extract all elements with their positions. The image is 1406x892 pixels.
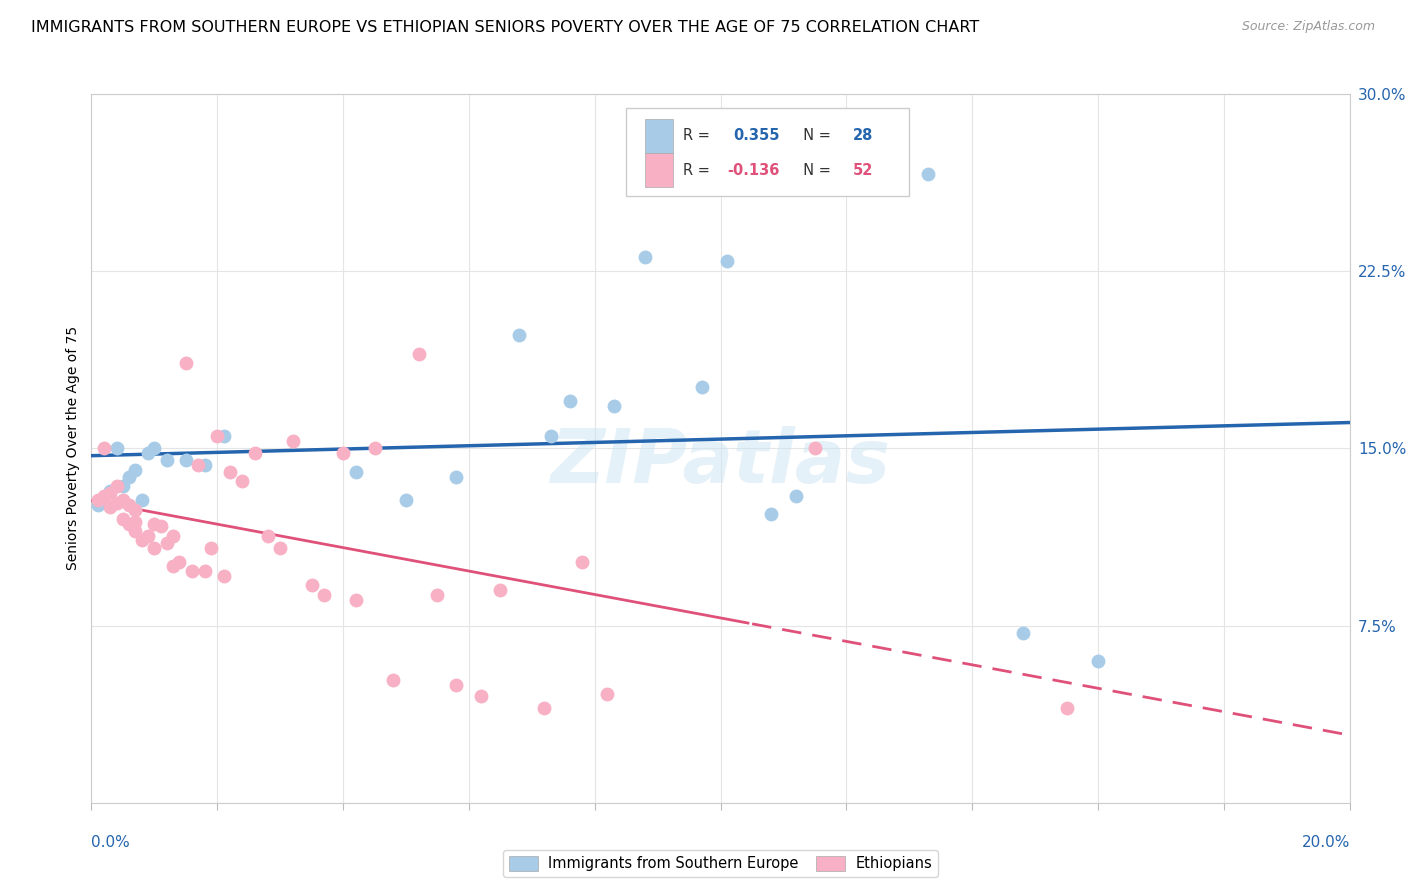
Point [162, 559, 184, 574]
Point [118, 498, 141, 512]
Text: N =: N = [793, 128, 835, 144]
Point [489, 583, 512, 598]
Point [314, 588, 336, 602]
Point [1087, 654, 1109, 668]
Text: 0.355: 0.355 [733, 128, 780, 144]
Text: -0.136: -0.136 [727, 162, 779, 178]
Point [111, 479, 134, 493]
Point [231, 475, 253, 489]
Point [98, 486, 121, 500]
Point [105, 442, 128, 455]
Point [269, 541, 291, 555]
Point [558, 393, 581, 408]
FancyBboxPatch shape [645, 153, 672, 187]
Point [917, 167, 939, 181]
Point [93, 489, 115, 503]
Point [143, 442, 166, 455]
Point [533, 701, 555, 715]
Point [162, 529, 184, 543]
Point [194, 564, 217, 578]
Point [105, 479, 128, 493]
FancyBboxPatch shape [626, 108, 910, 196]
Point [143, 516, 166, 531]
Point [690, 380, 713, 394]
Point [634, 250, 657, 264]
Text: N =: N = [793, 162, 835, 178]
Point [540, 429, 562, 443]
Point [596, 687, 619, 701]
Point [98, 483, 121, 498]
Point [105, 495, 128, 509]
Point [281, 434, 304, 449]
Point [395, 493, 418, 508]
Point [508, 327, 530, 342]
Point [426, 588, 449, 602]
Point [243, 446, 266, 460]
Text: R =: R = [683, 162, 714, 178]
Point [194, 458, 217, 472]
Point [156, 535, 179, 549]
Point [149, 519, 172, 533]
Point [205, 429, 228, 443]
Point [470, 690, 492, 704]
Point [212, 569, 235, 583]
Point [124, 524, 146, 538]
Point [111, 512, 134, 526]
Point [408, 346, 430, 360]
Point [187, 458, 209, 472]
Point [143, 541, 166, 555]
FancyBboxPatch shape [645, 119, 672, 153]
Point [98, 500, 121, 515]
Text: 52: 52 [852, 162, 873, 178]
Y-axis label: Seniors Poverty Over the Age of 75: Seniors Poverty Over the Age of 75 [66, 326, 80, 570]
Point [804, 442, 827, 455]
Text: R =: R = [683, 128, 718, 144]
Point [301, 578, 323, 592]
Point [256, 529, 278, 543]
Point [124, 502, 146, 516]
Point [86, 493, 108, 508]
Point [174, 453, 197, 467]
Point [136, 529, 159, 543]
Point [332, 446, 354, 460]
Point [363, 442, 385, 455]
Point [169, 555, 191, 569]
Point [118, 469, 141, 483]
Point [785, 489, 807, 503]
Point [344, 465, 367, 479]
Text: IMMIGRANTS FROM SOUTHERN EUROPE VS ETHIOPIAN SENIORS POVERTY OVER THE AGE OF 75 : IMMIGRANTS FROM SOUTHERN EUROPE VS ETHIO… [31, 20, 979, 35]
Point [1011, 625, 1033, 640]
Point [131, 533, 153, 548]
Point [136, 446, 159, 460]
Point [1056, 701, 1078, 715]
Point [716, 254, 738, 268]
Point [446, 469, 468, 483]
Text: 0.0%: 0.0% [91, 835, 131, 850]
Point [212, 429, 235, 443]
Text: 28: 28 [852, 128, 873, 144]
Point [131, 493, 153, 508]
Point [86, 498, 108, 512]
Legend: Immigrants from Southern Europe, Ethiopians: Immigrants from Southern Europe, Ethiopi… [503, 850, 938, 877]
Point [124, 515, 146, 529]
Point [571, 555, 593, 569]
Point [382, 673, 405, 687]
Point [446, 678, 468, 692]
Point [200, 541, 222, 555]
Point [602, 399, 624, 413]
Point [118, 516, 141, 531]
Point [174, 356, 197, 370]
Point [218, 465, 240, 479]
Point [181, 564, 204, 578]
Point [124, 462, 146, 476]
Text: 20.0%: 20.0% [1302, 835, 1350, 850]
Point [344, 592, 367, 607]
Point [111, 493, 134, 508]
Point [93, 442, 115, 455]
Point [156, 453, 179, 467]
Point [759, 508, 782, 522]
Text: Source: ZipAtlas.com: Source: ZipAtlas.com [1241, 20, 1375, 33]
Text: ZIPatlas: ZIPatlas [551, 425, 890, 499]
